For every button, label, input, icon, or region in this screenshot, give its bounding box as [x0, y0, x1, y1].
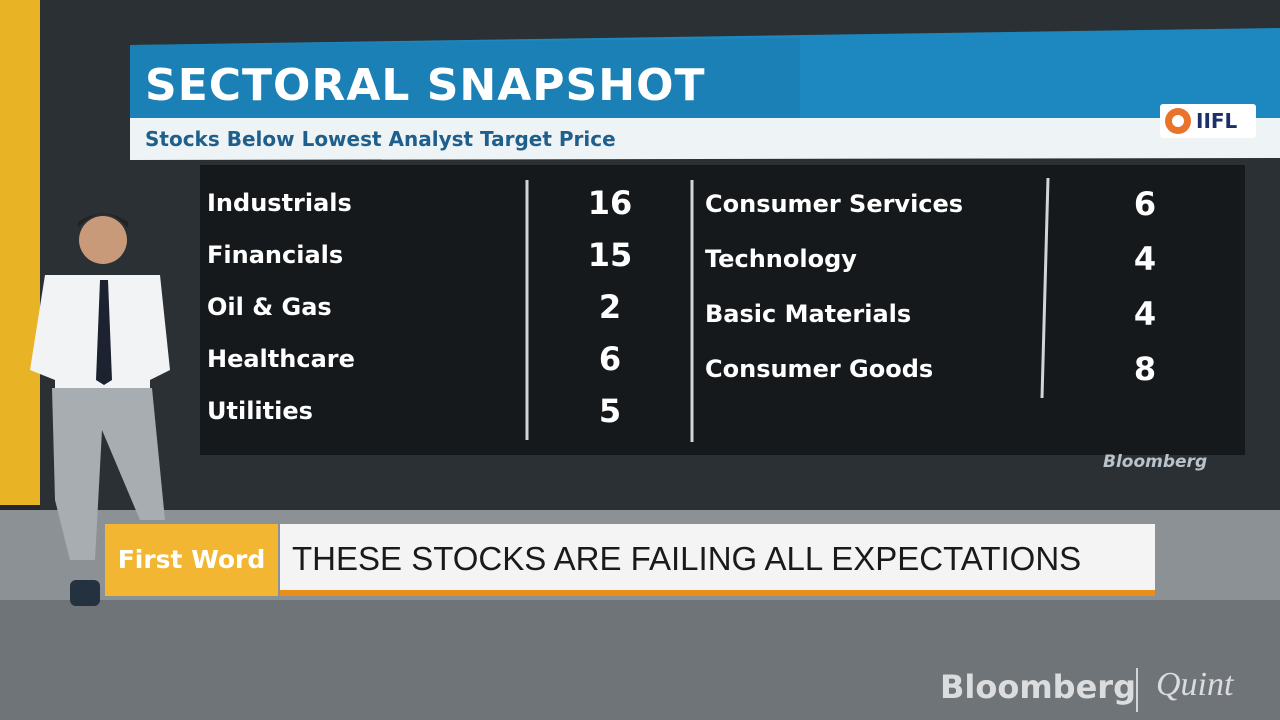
logo-text: IIFL [1196, 109, 1238, 133]
sector-count: 5 [598, 392, 622, 430]
logo-icon [1165, 108, 1191, 134]
sector-count: 15 [587, 236, 633, 274]
logo: IIFL [1160, 104, 1256, 138]
presenter [30, 213, 170, 606]
source: Bloomberg [1103, 452, 1208, 472]
sector-name: Basic Materials [705, 300, 912, 328]
sector-count: 4 [1133, 240, 1157, 278]
watermark-divider [1136, 668, 1138, 712]
headline: THESE STOCKS ARE FAILING ALL EXPECTATION… [280, 524, 1155, 596]
sector-count: 4 [1133, 295, 1157, 333]
show-tag: First Word [105, 524, 278, 596]
sector-name: Industrials [207, 189, 352, 217]
sector-name: Healthcare [207, 345, 355, 373]
sector-count: 6 [598, 340, 622, 378]
sector-count: 6 [1133, 185, 1157, 223]
subtitle: Stocks Below Lowest Analyst Target Price [145, 127, 616, 151]
sector-name: Consumer Services [705, 190, 964, 218]
sector-name: Consumer Goods [705, 355, 934, 383]
sector-count: 8 [1133, 350, 1157, 388]
sector-name: Utilities [207, 397, 313, 425]
sector-name: Oil & Gas [207, 293, 332, 321]
sector-count: 16 [587, 184, 633, 222]
sector-count: 2 [598, 288, 622, 326]
watermark-brand: Bloomberg [940, 668, 1136, 706]
sector-name: Technology [705, 245, 857, 273]
sector-name: Financials [207, 241, 344, 269]
title: SECTORAL SNAPSHOT [145, 60, 706, 111]
watermark-partner: Quint [1156, 666, 1234, 703]
